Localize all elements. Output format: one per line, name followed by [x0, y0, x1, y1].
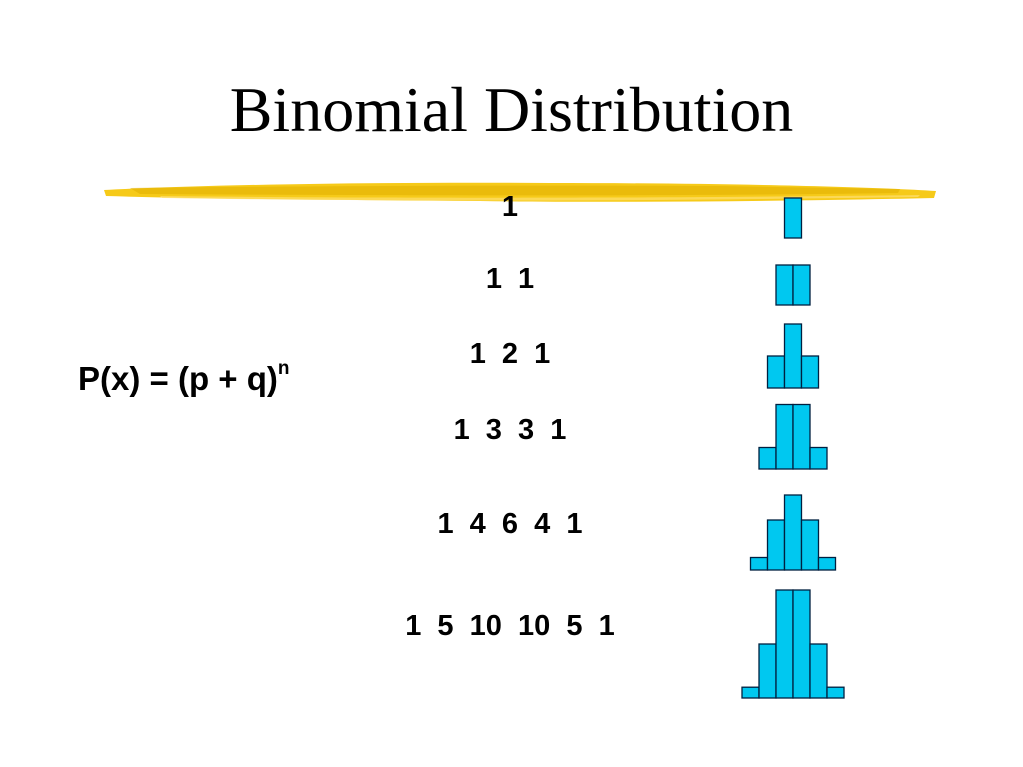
- histogram-bar: [809, 643, 828, 699]
- histogram-bar: [826, 686, 845, 699]
- histogram-bar: [775, 264, 794, 306]
- yellow-highlighter-stroke: [104, 182, 936, 202]
- histogram-bar: [783, 494, 803, 571]
- histogram-bar: [800, 519, 820, 571]
- formula-base: P(x) = (p + q): [78, 360, 278, 397]
- histogram-bar: [741, 686, 760, 699]
- histogram-bar: [758, 446, 777, 470]
- histogram-bar: [766, 519, 786, 571]
- histogram-bar: [783, 323, 803, 389]
- histogram-bar: [800, 355, 820, 389]
- pascal-row-5: 1 5 10 10 5 1: [405, 610, 615, 642]
- histogram-bar: [792, 264, 811, 306]
- slide-title: Binomial Distribution: [229, 74, 794, 145]
- binomial-formula: P(x) = (p + q)n: [78, 358, 290, 398]
- pascal-row-1: 1 1: [485, 263, 535, 295]
- histogram-bar: [809, 446, 828, 470]
- pascal-row-3: 1 3 3 1: [453, 414, 567, 446]
- histogram-bar: [775, 589, 794, 699]
- histogram-bar: [783, 197, 803, 239]
- histogram-bar: [775, 403, 794, 470]
- histogram-bar: [817, 556, 837, 571]
- pascal-row-0: 1: [501, 191, 519, 223]
- histogram-bar: [749, 556, 769, 571]
- histogram-bar: [758, 643, 777, 699]
- pascal-row-2: 1 2 1: [469, 338, 551, 370]
- histogram-bar: [766, 355, 786, 389]
- pascal-row-4: 1 4 6 4 1: [437, 508, 583, 540]
- histogram-bar: [792, 403, 811, 470]
- formula-exponent: n: [277, 358, 290, 379]
- histogram-bar: [792, 589, 811, 699]
